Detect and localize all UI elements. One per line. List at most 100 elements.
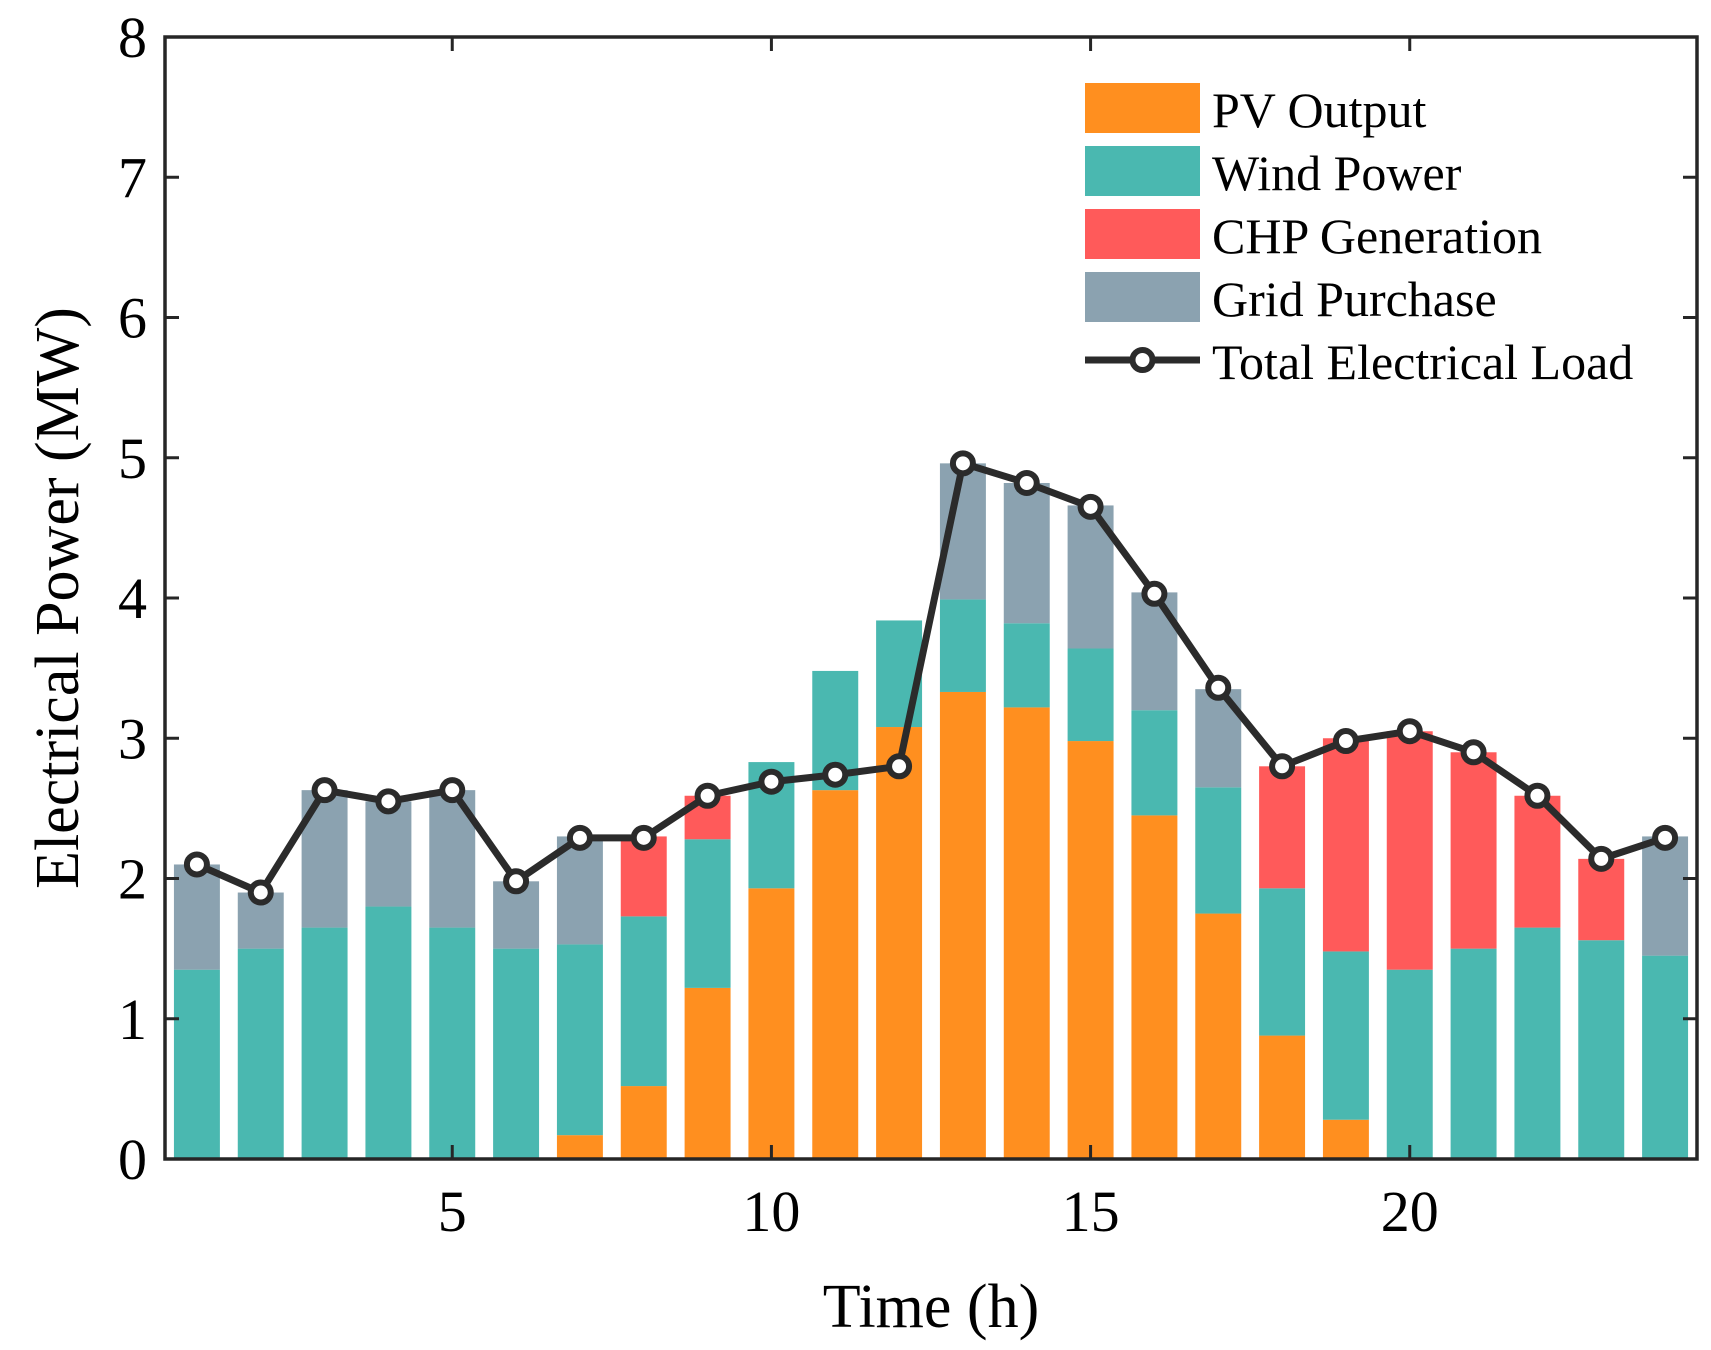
bar-chp-generation-t20 (1386, 731, 1433, 970)
load-point-t22 (1524, 782, 1551, 809)
bar-pv-output-t17 (1195, 913, 1242, 1159)
bar-pv-output-t9 (684, 987, 731, 1159)
bar-wind-power-t1 (173, 969, 220, 1159)
bar-wind-power-t4 (365, 906, 412, 1159)
load-point-t14 (1013, 469, 1040, 496)
bar-wind-power-t13 (939, 599, 986, 692)
bar-wind-power-t20 (1386, 969, 1433, 1159)
bar-grid-purchase-t1 (173, 864, 220, 970)
bar-grid-purchase-t14 (1003, 482, 1050, 624)
bar-wind-power-t17 (1195, 787, 1242, 914)
legend-label-total-electrical-load: Total Electrical Load (1212, 334, 1633, 390)
bar-pv-output-t19 (1322, 1119, 1369, 1159)
legend-label-chp-generation: CHP Generation (1212, 208, 1542, 264)
x-tick-label: 5 (438, 1179, 467, 1244)
x-axis-label: Time (h) (823, 1273, 1039, 1341)
axes-layer: 0 1 2 3 4 5 6 7 8 5 10 15 20 Time (h) Electrical Po… (24, 5, 1699, 1341)
legend-swatch-grid-purchase (1085, 272, 1200, 322)
load-point-t10 (758, 768, 785, 795)
load-point-t13 (949, 450, 976, 477)
bar-grid-purchase-t7 (556, 836, 603, 945)
load-point-t11 (822, 761, 849, 788)
legend-marker (1129, 347, 1156, 373)
bar-wind-power-t23 (1578, 940, 1625, 1159)
bar-pv-output-t16 (1131, 815, 1178, 1159)
bar-wind-power-t9 (684, 839, 731, 988)
load-point-t15 (1077, 493, 1104, 520)
load-point-t12 (886, 753, 913, 780)
y-axis-ticks: 0 1 2 3 4 5 6 7 8 (118, 5, 1697, 1192)
load-point-t18 (1269, 753, 1296, 780)
line-layer (183, 450, 1679, 906)
load-point-t9 (694, 782, 721, 809)
load-point-t4 (375, 788, 402, 815)
legend: PV Output Wind Power CHP Generation Grid Pu… (1085, 82, 1633, 390)
bar-grid-purchase-t24 (1642, 836, 1689, 956)
y-tick-label: 2 (118, 847, 147, 912)
bar-chp-generation-t21 (1450, 752, 1497, 949)
x-tick-label: 20 (1381, 1179, 1439, 1244)
x-axis-ticks: 5 10 15 20 (438, 37, 1439, 1244)
bar-wind-power-t21 (1450, 948, 1497, 1159)
load-point-t7 (566, 824, 593, 851)
legend-swatch-pv-output (1085, 83, 1200, 133)
bar-pv-output-t15 (1067, 741, 1114, 1159)
x-tick-label: 15 (1062, 1179, 1120, 1244)
bar-pv-output-t10 (748, 888, 795, 1159)
bar-pv-output-t14 (1003, 707, 1050, 1159)
bar-wind-power-t14 (1003, 623, 1050, 708)
bar-pv-output-t11 (812, 790, 859, 1159)
bar-grid-purchase-t4 (365, 801, 412, 907)
load-point-t8 (630, 824, 657, 851)
load-point-t21 (1460, 739, 1487, 766)
bar-pv-output-t18 (1259, 1035, 1306, 1159)
bar-wind-power-t22 (1514, 927, 1561, 1159)
bar-wind-power-t7 (556, 944, 603, 1136)
y-tick-label: 0 (118, 1127, 147, 1192)
legend-label-pv-output: PV Output (1212, 82, 1427, 138)
y-tick-label: 3 (118, 706, 147, 771)
y-axis-label: Electrical Power (MW) (24, 307, 92, 889)
bar-layer (173, 463, 1689, 1159)
bar-wind-power-t16 (1131, 710, 1178, 816)
y-tick-label: 8 (118, 5, 147, 70)
bar-wind-power-t6 (493, 948, 540, 1159)
load-point-t17 (1205, 674, 1232, 701)
load-point-t5 (439, 777, 466, 804)
load-point-t6 (503, 868, 530, 895)
bar-wind-power-t3 (301, 927, 348, 1159)
bar-pv-output-t8 (620, 1086, 667, 1159)
bar-wind-power-t19 (1322, 951, 1369, 1120)
bar-pv-output-t7 (556, 1135, 603, 1159)
load-series-line (195, 459, 1667, 897)
y-tick-label: 6 (118, 286, 147, 351)
bar-chp-generation-t22 (1514, 795, 1561, 928)
load-point-t23 (1588, 845, 1615, 872)
legend-swatch-wind-power (1085, 146, 1200, 196)
bar-wind-power-t2 (237, 948, 284, 1159)
load-point-t3 (311, 777, 338, 804)
load-point-t16 (1141, 580, 1168, 607)
load-point-t1 (183, 851, 210, 878)
bar-pv-output-t12 (876, 727, 923, 1159)
bar-wind-power-t8 (620, 916, 667, 1087)
legend-label-grid-purchase: Grid Purchase (1212, 271, 1497, 327)
load-point-t20 (1396, 718, 1423, 745)
bar-chp-generation-t23 (1578, 858, 1625, 941)
bar-chp-generation-t18 (1259, 766, 1306, 889)
bar-wind-power-t5 (429, 927, 476, 1159)
x-tick-label: 10 (742, 1179, 800, 1244)
legend-label-wind-power: Wind Power (1212, 145, 1462, 201)
y-tick-label: 5 (118, 426, 147, 491)
bar-wind-power-t18 (1259, 888, 1306, 1036)
bar-grid-purchase-t16 (1131, 592, 1178, 711)
y-tick-label: 4 (118, 566, 147, 631)
load-point-t24 (1652, 824, 1679, 851)
load-point-t2 (247, 879, 274, 906)
bar-pv-output-t13 (939, 691, 986, 1159)
bar-chp-generation-t19 (1322, 738, 1369, 952)
y-tick-label: 1 (118, 987, 147, 1052)
y-tick-label: 7 (118, 145, 147, 210)
